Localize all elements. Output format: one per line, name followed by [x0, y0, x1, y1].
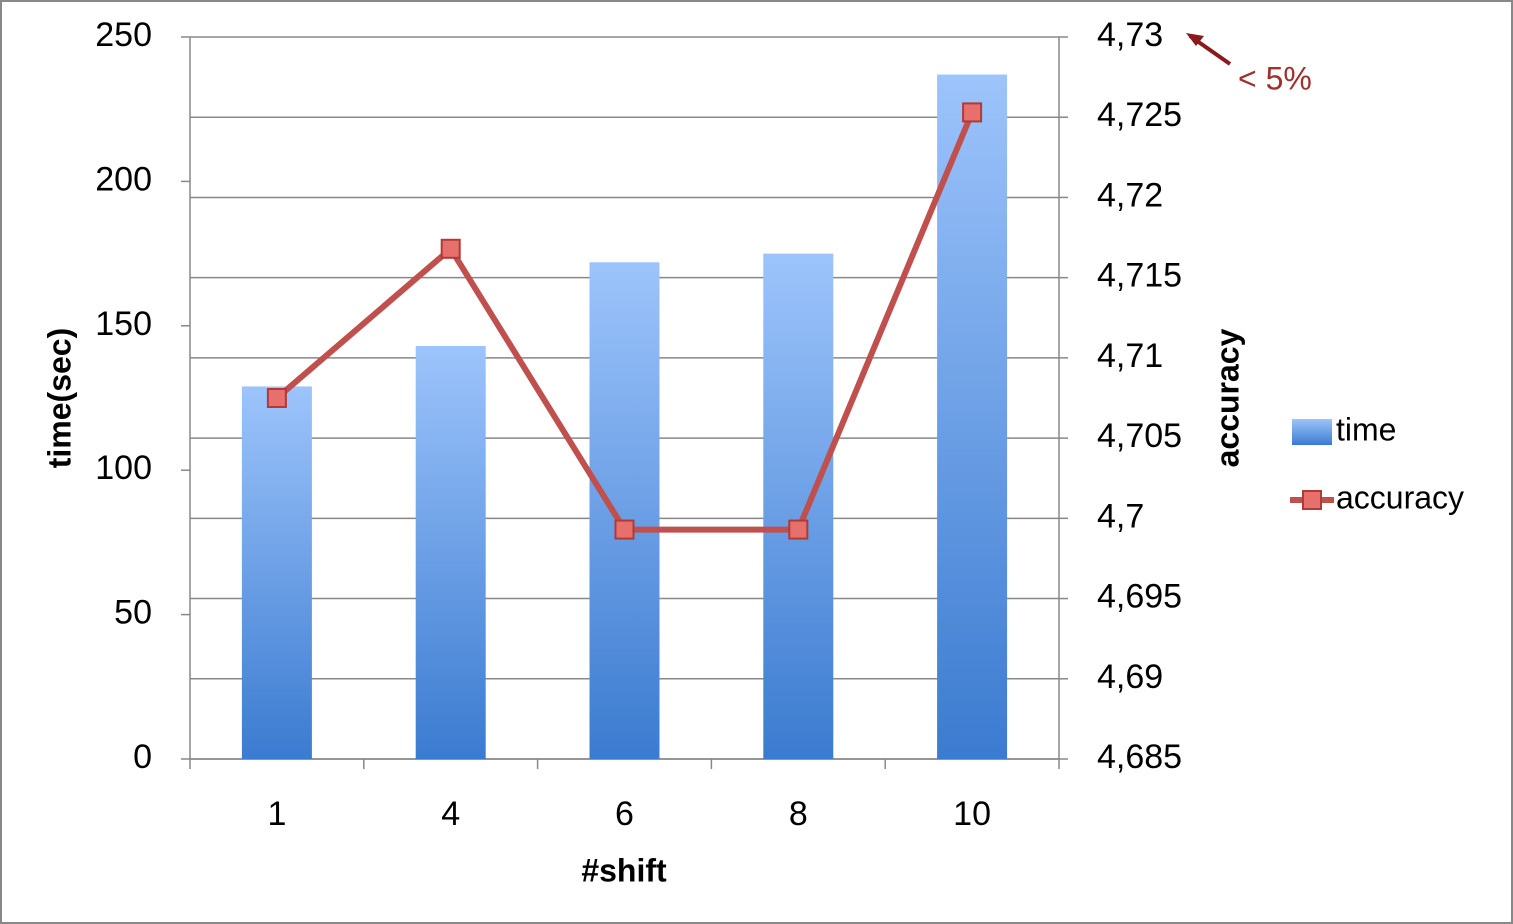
y2-axis-title: accuracy: [1209, 328, 1245, 467]
y-tick-label: 250: [95, 16, 152, 54]
x-tick-label: 10: [953, 795, 991, 833]
legend-label: accuracy: [1336, 479, 1464, 515]
legend-swatch: [1302, 490, 1322, 510]
bar: [415, 346, 486, 759]
legend-swatch: [1292, 419, 1332, 445]
marker: [266, 388, 287, 408]
y2-tick-label: 4,715: [1097, 257, 1182, 295]
y-axis-title: time(sec): [41, 328, 77, 469]
y2-tick-label: 4,71: [1097, 337, 1163, 375]
annotation: < 5%: [1238, 60, 1312, 96]
y2-tick-label: 4,73: [1097, 16, 1163, 54]
y2-tick-label: 4,685: [1097, 738, 1182, 776]
y-tick-label: 150: [95, 305, 152, 343]
y2-tick-label: 4,695: [1097, 578, 1182, 616]
y2-tick-label: 4,725: [1097, 96, 1182, 134]
legend-label: time: [1336, 411, 1396, 447]
annotation-arrowhead: [1186, 33, 1204, 46]
x-tick-label: 6: [615, 795, 634, 833]
marker: [788, 519, 809, 540]
x-axis-title: #shift: [581, 852, 667, 888]
bar: [937, 74, 1008, 759]
x-tick-label: 4: [441, 795, 460, 833]
bar: [589, 262, 660, 759]
x-tick-label: 8: [789, 795, 808, 833]
bar: [241, 386, 312, 759]
bar: [763, 253, 834, 759]
y2-tick-label: 4,705: [1097, 417, 1182, 455]
y-tick-label: 100: [95, 449, 152, 487]
y2-tick-label: 4,7: [1097, 497, 1144, 535]
x-tick-label: 1: [267, 795, 286, 833]
y2-tick-label: 4,69: [1097, 658, 1163, 696]
marker: [440, 238, 461, 259]
y-tick-label: 50: [114, 594, 152, 632]
y-tick-label: 200: [95, 160, 152, 198]
y-tick-label: 0: [133, 738, 152, 776]
marker: [614, 519, 635, 540]
y2-tick-label: 4,72: [1097, 176, 1163, 214]
marker: [962, 102, 983, 123]
